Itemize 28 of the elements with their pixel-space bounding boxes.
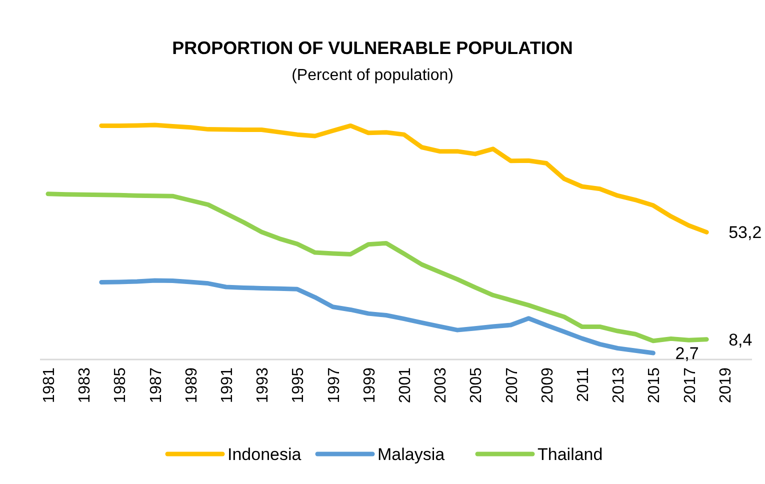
x-tick-label: 1999 (361, 367, 378, 404)
x-tick-label: 2001 (397, 367, 414, 404)
data-label: 8,4 (728, 330, 752, 350)
x-tick-label: 2011 (575, 367, 592, 402)
x-tick-label: 1993 (254, 367, 272, 404)
legend-label: Indonesia (228, 445, 302, 464)
x-tick-label: 1989 (183, 367, 200, 404)
x-tick-label: 2007 (504, 367, 521, 404)
x-tick-label: 2009 (539, 367, 556, 404)
legend-label: Thailand (538, 445, 603, 464)
x-tick-label: 2005 (468, 367, 486, 404)
x-tick-label: 1997 (326, 367, 343, 404)
x-tick-label: 2019 (717, 367, 734, 404)
x-tick-label: 1991 (219, 367, 236, 404)
x-tick-label: 2015 (646, 367, 664, 404)
chart-title: PROPORTION OF VULNERABLE POPULATION (172, 38, 573, 58)
x-tick-label: 1981 (41, 367, 58, 404)
x-tick-label: 1995 (290, 367, 308, 404)
x-tick-label: 2013 (610, 367, 628, 404)
x-tick-label: 1983 (76, 367, 94, 404)
x-tick-label: 2017 (682, 367, 699, 404)
data-label: 53,2 (728, 223, 762, 242)
x-tick-label: 2003 (432, 367, 450, 404)
legend-label: Malaysia (378, 445, 446, 464)
chart-subtitle: (Percent of population) (292, 67, 454, 84)
data-label: 2,7 (675, 344, 699, 364)
x-tick-label: 1985 (112, 367, 130, 404)
x-tick-label: 1987 (148, 367, 165, 404)
